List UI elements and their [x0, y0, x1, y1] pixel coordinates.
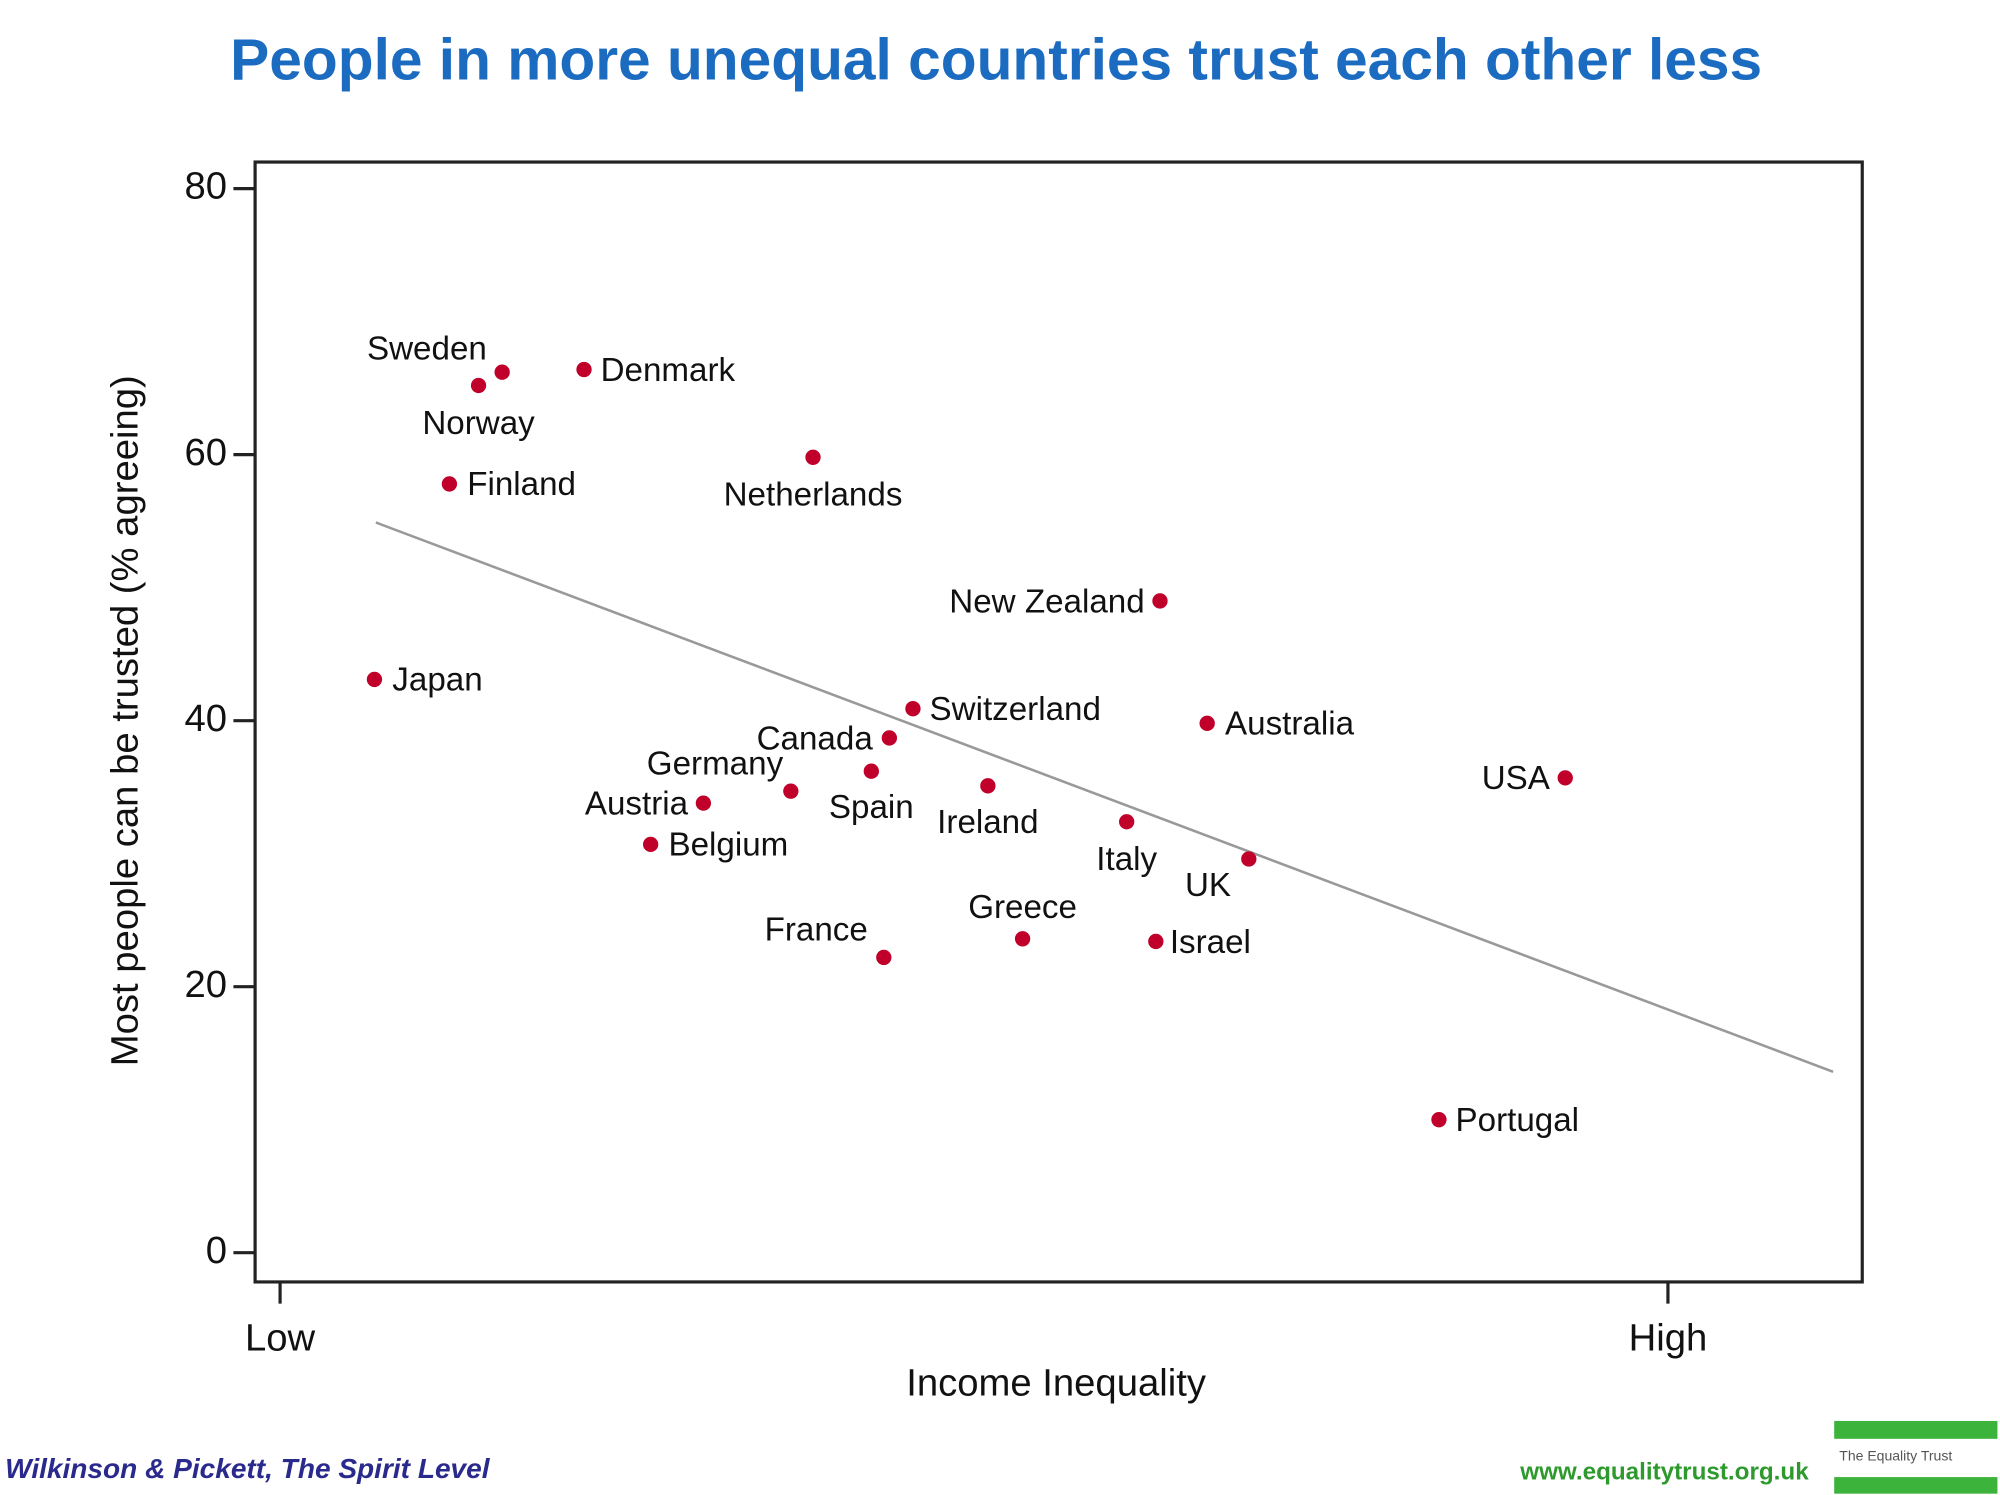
point — [1014, 931, 1031, 947]
point-label: Italy — [1096, 841, 1157, 878]
point — [876, 949, 892, 966]
logo-bar — [1834, 1477, 1998, 1494]
point — [642, 836, 659, 853]
point — [1152, 593, 1168, 609]
point — [695, 795, 712, 811]
point — [1431, 1112, 1447, 1128]
point — [905, 701, 921, 717]
point-label: Belgium — [668, 827, 788, 864]
y-tick-label: 40 — [184, 697, 227, 740]
point — [441, 476, 458, 492]
trend-line — [375, 521, 1834, 1073]
logo-bar — [1834, 1420, 1998, 1439]
point — [494, 364, 510, 380]
point-label: Israel — [1170, 924, 1251, 961]
point-label: USA — [1482, 760, 1551, 797]
point — [576, 361, 592, 378]
point — [1241, 851, 1257, 867]
x-tick-label: High — [1629, 1317, 1708, 1360]
y-tick-label: 20 — [184, 963, 227, 1006]
point-label: Switzerland — [930, 691, 1101, 728]
point-label: Canada — [757, 720, 874, 757]
point-label: Portugal — [1456, 1102, 1580, 1139]
point-label: Ireland — [937, 804, 1038, 841]
x-tick-label: Low — [245, 1317, 316, 1360]
point-label: Germany — [647, 745, 784, 782]
point-label: New Zealand — [949, 583, 1144, 620]
point — [470, 377, 487, 394]
point-label: France — [765, 912, 868, 949]
point — [881, 730, 898, 746]
website: www.equalitytrust.org.uk — [1519, 1459, 1809, 1486]
y-tick-label: 60 — [184, 431, 227, 474]
point-label: Japan — [392, 662, 482, 699]
point — [366, 671, 383, 688]
chart-title: People in more unequal countries trust e… — [230, 27, 1762, 92]
point-label: Australia — [1225, 706, 1355, 743]
point-label: Denmark — [601, 352, 736, 389]
point — [1199, 715, 1215, 731]
logo-text: The Equality Trust — [1839, 1447, 1952, 1463]
source: Wilkinson & Pickett, The Spirit Level — [5, 1453, 491, 1484]
y-axis-label: Most people can be trusted (% agreeing) — [104, 375, 147, 1066]
point-label: Greece — [968, 889, 1077, 926]
point — [863, 763, 879, 779]
point-label: Spain — [829, 789, 914, 826]
point — [980, 778, 996, 794]
y-tick-label: 0 — [206, 1229, 227, 1272]
point-label: Sweden — [367, 330, 487, 367]
point-label: Norway — [422, 405, 535, 442]
point-label: Finland — [467, 466, 576, 503]
point-label: Netherlands — [724, 477, 903, 514]
y-tick-label: 80 — [184, 165, 227, 208]
point — [1557, 770, 1573, 786]
point — [1148, 933, 1164, 950]
point — [783, 783, 799, 799]
point-label: Austria — [585, 785, 689, 822]
point — [805, 449, 821, 465]
point — [1119, 814, 1135, 830]
point-label: UK — [1185, 867, 1231, 904]
x-axis-label: Income Inequality — [906, 1361, 1207, 1404]
